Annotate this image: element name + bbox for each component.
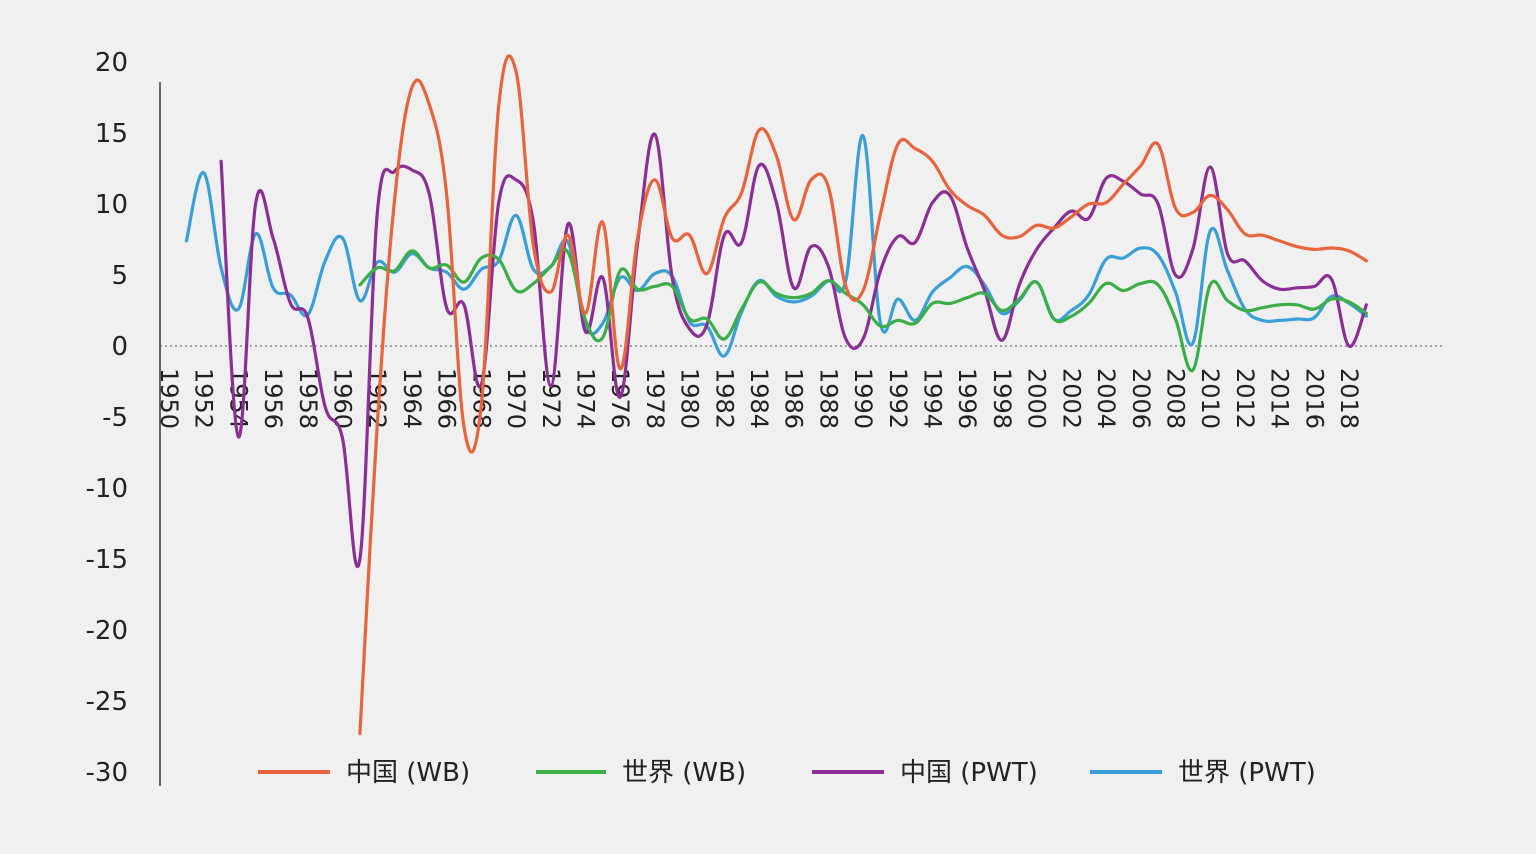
x-tick-label: 1950 [155, 368, 183, 429]
legend-label: 中国 (WB) [346, 758, 470, 788]
y-tick-label: -30 [86, 758, 128, 788]
series-line-2 [219, 132, 1368, 569]
y-tick-label: -10 [86, 474, 128, 504]
x-tick-label: 1996 [953, 368, 981, 429]
series-line-1 [358, 248, 1368, 373]
x-tick-label: 1966 [433, 368, 461, 429]
legend-label: 世界 (WB) [622, 758, 746, 788]
x-tick-label: 1994 [919, 368, 947, 429]
series-line-3 [184, 134, 1368, 358]
x-tick-label: 1982 [710, 368, 738, 429]
y-tick-label: 20 [95, 48, 128, 78]
x-tick-label: 1956 [259, 368, 287, 429]
y-tick-label: 5 [111, 261, 128, 291]
y-tick-label: 15 [95, 119, 128, 149]
y-tick-label: -25 [86, 687, 128, 717]
x-tick-label: 2002 [1057, 368, 1085, 429]
x-tick-label: 1978 [641, 368, 669, 429]
y-tick-label: -15 [86, 545, 128, 575]
x-tick-label: 2000 [1023, 368, 1051, 429]
x-tick-label: 2012 [1231, 368, 1259, 429]
legend-label: 中国 (PWT) [900, 758, 1038, 788]
x-tick-label: 1972 [537, 368, 565, 429]
x-tick-label: 1964 [398, 368, 426, 429]
x-tick-label: 1984 [745, 368, 773, 429]
x-tick-label: 1980 [676, 368, 704, 429]
x-tick-label: 2010 [1196, 368, 1224, 429]
x-tick-label: 1958 [294, 368, 322, 429]
x-tick-label: 2016 [1300, 368, 1328, 429]
legend: 中国 (WB) 世界 (WB) 中国 (PWT) 世界 (PWT) [258, 758, 1316, 788]
x-tick-label: 1986 [780, 368, 808, 429]
legend-label: 世界 (PWT) [1178, 758, 1316, 788]
x-tick-label: 1974 [571, 368, 599, 429]
x-tick-label: 1992 [884, 368, 912, 429]
x-tick-label: 1954 [224, 368, 252, 429]
y-tick-label: 10 [95, 190, 128, 220]
x-tick-label: 2004 [1092, 368, 1120, 429]
y-tick-label: 0 [111, 332, 128, 362]
x-tick-label: 2006 [1127, 368, 1155, 429]
x-tick-label: 1988 [814, 368, 842, 429]
series-layer [184, 54, 1368, 736]
x-tick-label: 2014 [1266, 368, 1294, 429]
x-tick-label: 1970 [502, 368, 530, 429]
y-tick-label: -5 [102, 403, 128, 433]
x-tick-label: 1952 [190, 368, 218, 429]
x-tick-label: 1998 [988, 368, 1016, 429]
x-tick-label: 1990 [849, 368, 877, 429]
x-tick-label: 2008 [1161, 368, 1189, 429]
series-line-0 [358, 54, 1368, 736]
x-tick-label: 2018 [1335, 368, 1363, 429]
y-tick-label: -20 [86, 616, 128, 646]
